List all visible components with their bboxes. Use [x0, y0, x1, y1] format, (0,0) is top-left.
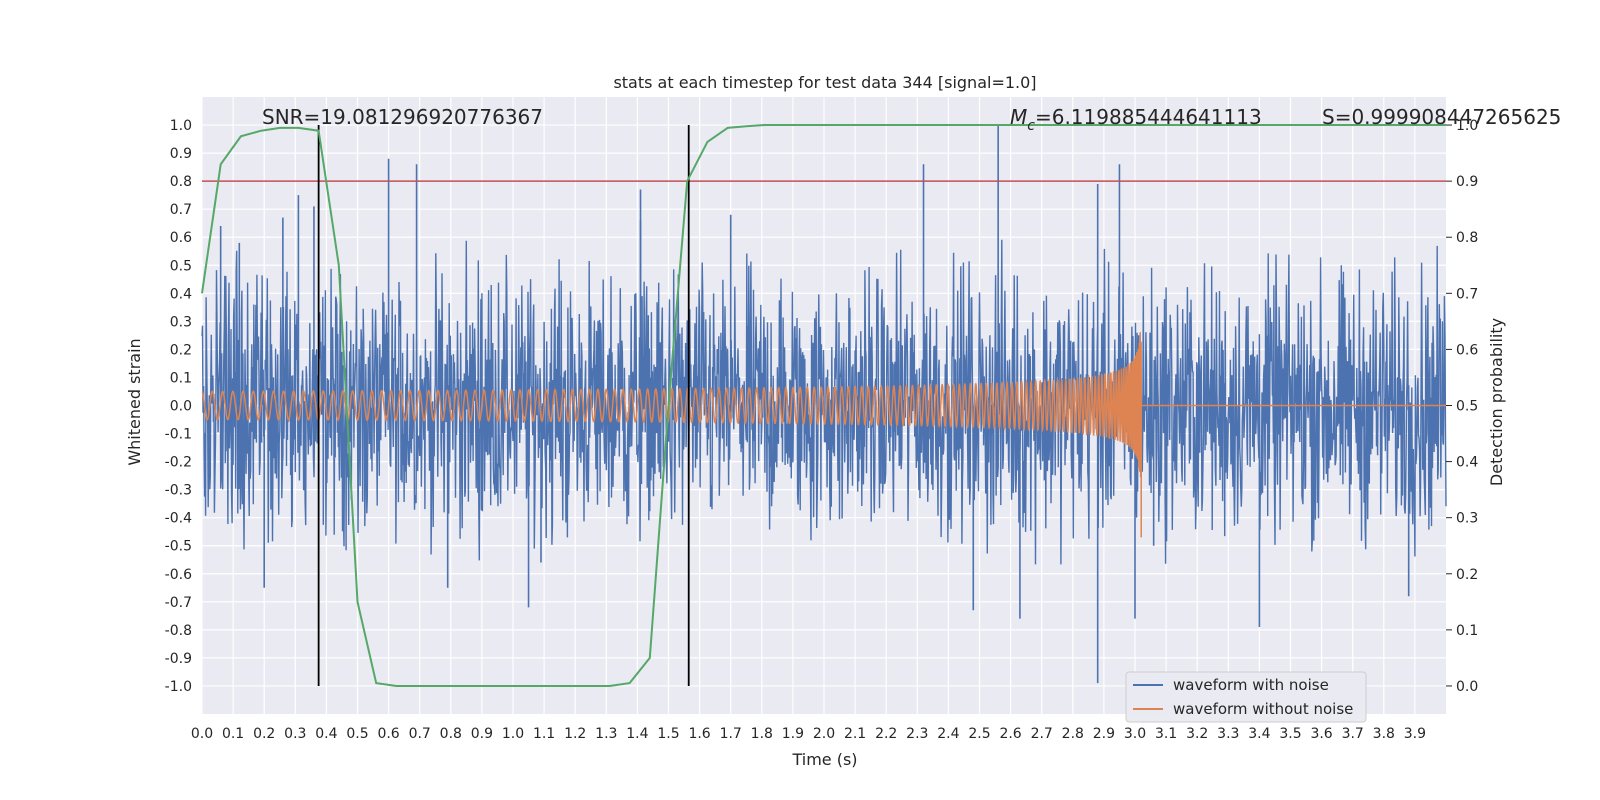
overlay-lines: [201, 124, 1446, 687]
noisy-waveform-line: [201, 239, 1447, 565]
y-tick-label: 0.7: [170, 202, 192, 218]
y-right-tick-label: 0.3: [1456, 511, 1478, 527]
legend: waveform with noise waveform without noi…: [1125, 671, 1367, 723]
y-tick-label: -0.2: [165, 455, 192, 471]
detection-probability-line: [201, 124, 1446, 687]
chirp-mass-annotation: Mc=6.119885444641113: [1010, 105, 1262, 134]
y-tick-label: -0.7: [165, 595, 192, 611]
x-tick-label: 3.6: [1310, 726, 1332, 742]
x-tick-label: 0.1: [222, 726, 244, 742]
legend-box: [1125, 671, 1367, 723]
y-tick-label: -0.8: [165, 623, 192, 639]
y-tick-label: -0.5: [165, 539, 192, 555]
snr-annotation: SNR=19.081296920776367: [262, 105, 543, 129]
y-right-tick-label: 0.2: [1456, 567, 1478, 583]
x-tick-label: 2.0: [813, 726, 835, 742]
x-tick-label: 3.8: [1373, 726, 1395, 742]
y-right-tick-label: 0.1: [1456, 623, 1478, 639]
x-tick-label: 1.5: [657, 726, 679, 742]
x-tick-label: 2.1: [844, 726, 866, 742]
axes: 0.0 0.1 0.2 0.3 0.4 0.5 0.6 0.7 0.8 0.9 1.0 1.1 1.2 1…: [165, 118, 1479, 742]
legend-label-noisy: waveform with noise: [1173, 676, 1329, 694]
x-tick-label: 3.4: [1248, 726, 1270, 742]
series-waveform-without-noise: [201, 332, 1446, 538]
legend-label-clean: waveform without noise: [1173, 700, 1353, 718]
x-tick-label: 1.3: [595, 726, 617, 742]
y-tick-label: 0.4: [170, 286, 192, 302]
x-tick-label: 1.7: [720, 726, 742, 742]
y-axis-label: Whitened strain: [125, 338, 144, 465]
x-tick-label: 0.9: [471, 726, 493, 742]
x-tick-label: 3.2: [1186, 726, 1208, 742]
x-tick-label: 2.4: [937, 726, 959, 742]
y-right-tick-label: 0.9: [1456, 174, 1478, 190]
chirp-mass-symbol: M: [1010, 105, 1027, 129]
x-tick-label: 3.0: [1124, 726, 1146, 742]
x-tick-label: 0.0: [191, 726, 213, 742]
y-tick-label: 0.2: [170, 342, 192, 358]
score-annotation: S=0.999908447265625: [1322, 105, 1561, 129]
y-tick-label: 0.9: [170, 146, 192, 162]
y-right-tick-label: 0.5: [1456, 399, 1478, 415]
x-tick-label: 3.3: [1217, 726, 1239, 742]
x-tick-label: 0.6: [377, 726, 399, 742]
clean-waveform-line: [201, 332, 1446, 478]
y-tick-label: 0.5: [170, 258, 192, 274]
y-tick-label: -0.4: [165, 511, 192, 527]
x-tick-label: 2.9: [1093, 726, 1115, 742]
x-tick-label: 2.5: [968, 726, 990, 742]
x-tick-label: 0.4: [315, 726, 337, 742]
y-right-tick-label: 0.6: [1456, 342, 1478, 358]
x-tick-label: 3.7: [1342, 726, 1364, 742]
y-tick-label: 0.8: [170, 174, 192, 190]
y-right-tick-label: 0.7: [1456, 286, 1478, 302]
y-tick-label: -0.1: [165, 427, 192, 443]
y-right-tick-label: 1.0: [1456, 118, 1478, 134]
y-right-tick-label: 0.0: [1456, 679, 1478, 695]
series-waveform-with-noise: [201, 125, 1447, 684]
x-tick-label: 2.7: [1031, 726, 1053, 742]
y-tick-label: 0.1: [170, 370, 192, 386]
x-tick-label: 1.4: [626, 726, 648, 742]
x-tick-label: 1.1: [533, 726, 555, 742]
x-tick-label: 2.6: [999, 726, 1021, 742]
y-tick-label: -1.0: [165, 679, 192, 695]
chirp-mass-value: =6.119885444641113: [1035, 105, 1262, 129]
x-tick-label: 1.8: [751, 726, 773, 742]
x-axis-label: Time (s): [791, 750, 857, 769]
x-tick-label: 2.3: [906, 726, 928, 742]
y-tick-label: -0.6: [165, 567, 192, 583]
chirp-mass-subscript: c: [1027, 118, 1035, 134]
y-tick-label: 0.3: [170, 314, 192, 330]
chart-title: stats at each timestep for test data 344…: [613, 73, 1036, 92]
y-tick-label: 1.0: [170, 118, 192, 134]
x-tick-label: 1.6: [688, 726, 710, 742]
x-tick-label: 3.1: [1155, 726, 1177, 742]
y-tick-label: -0.3: [165, 483, 192, 499]
y-right-tick-label: 0.4: [1456, 455, 1478, 471]
y-tick-label: 0.6: [170, 230, 192, 246]
x-tick-label: 0.5: [346, 726, 368, 742]
x-tick-label: 0.2: [253, 726, 275, 742]
x-tick-label: 3.5: [1279, 726, 1301, 742]
x-tick-label: 1.2: [564, 726, 586, 742]
y-axis-label-right: Detection probability: [1487, 318, 1506, 486]
y-tick-label: 0.0: [170, 399, 192, 415]
x-tick-label: 1.0: [502, 726, 524, 742]
y-right-tick-label: 0.8: [1456, 230, 1478, 246]
y-tick-label: -0.9: [165, 651, 192, 667]
x-tick-label: 2.8: [1062, 726, 1084, 742]
x-tick-label: 2.2: [875, 726, 897, 742]
x-tick-label: 0.3: [284, 726, 306, 742]
x-tick-label: 0.8: [440, 726, 462, 742]
x-tick-label: 1.9: [782, 726, 804, 742]
x-tick-label: 0.7: [409, 726, 431, 742]
x-tick-label: 3.9: [1404, 726, 1426, 742]
